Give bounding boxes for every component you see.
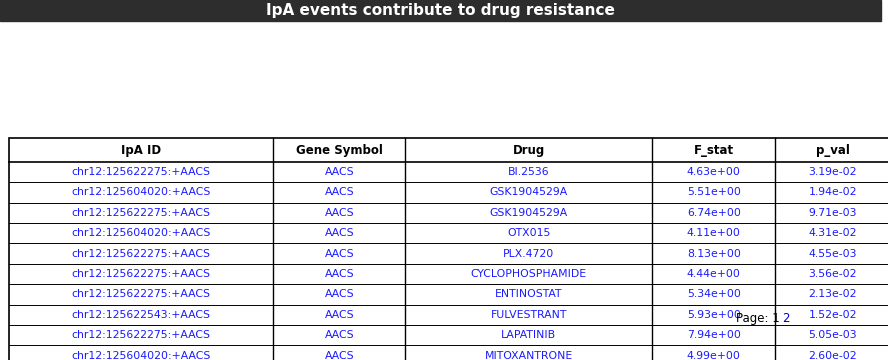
Text: 4.11e+00: 4.11e+00 <box>686 228 741 238</box>
Text: FULVESTRANT: FULVESTRANT <box>490 310 567 320</box>
Text: OTX015: OTX015 <box>507 228 551 238</box>
Text: chr12:125622275:+AACS: chr12:125622275:+AACS <box>71 167 210 177</box>
Text: 1.94e-02: 1.94e-02 <box>808 188 857 197</box>
Text: Page: 1: Page: 1 <box>736 312 780 325</box>
Text: IpA events contribute to drug resistance: IpA events contribute to drug resistance <box>266 3 615 18</box>
Text: Drug: Drug <box>512 144 545 157</box>
Text: chr12:125622275:+AACS: chr12:125622275:+AACS <box>71 249 210 258</box>
Text: IpA ID: IpA ID <box>121 144 161 157</box>
Text: 4.31e-02: 4.31e-02 <box>808 228 857 238</box>
Text: 2: 2 <box>782 312 790 325</box>
Text: 5.51e+00: 5.51e+00 <box>686 188 741 197</box>
Text: chr12:125604020:+AACS: chr12:125604020:+AACS <box>71 188 210 197</box>
Text: PLX.4720: PLX.4720 <box>503 249 554 258</box>
Text: AACS: AACS <box>324 188 354 197</box>
Text: F_stat: F_stat <box>694 144 733 157</box>
Text: AACS: AACS <box>324 310 354 320</box>
Text: 5.93e+00: 5.93e+00 <box>686 310 741 320</box>
Text: chr12:125622275:+AACS: chr12:125622275:+AACS <box>71 208 210 218</box>
Text: AACS: AACS <box>324 269 354 279</box>
Text: chr12:125622275:+AACS: chr12:125622275:+AACS <box>71 289 210 300</box>
Text: chr12:125622543:+AACS: chr12:125622543:+AACS <box>71 310 210 320</box>
Text: 3.56e-02: 3.56e-02 <box>808 269 857 279</box>
Text: 4.44e+00: 4.44e+00 <box>686 269 741 279</box>
Text: GSK1904529A: GSK1904529A <box>489 208 567 218</box>
Text: 5.34e+00: 5.34e+00 <box>686 289 741 300</box>
Text: 6.74e+00: 6.74e+00 <box>686 208 741 218</box>
Text: Gene Symbol: Gene Symbol <box>296 144 383 157</box>
Text: 9.71e-03: 9.71e-03 <box>808 208 857 218</box>
Text: 2.60e-02: 2.60e-02 <box>808 351 857 360</box>
Text: 3.19e-02: 3.19e-02 <box>808 167 857 177</box>
Text: chr12:125604020:+AACS: chr12:125604020:+AACS <box>71 228 210 238</box>
Text: AACS: AACS <box>324 208 354 218</box>
Text: AACS: AACS <box>324 351 354 360</box>
Bar <box>0 0 881 21</box>
Text: p_val: p_val <box>816 144 850 157</box>
Text: chr12:125622275:+AACS: chr12:125622275:+AACS <box>71 269 210 279</box>
Text: AACS: AACS <box>324 228 354 238</box>
Text: chr12:125604020:+AACS: chr12:125604020:+AACS <box>71 351 210 360</box>
Text: AACS: AACS <box>324 289 354 300</box>
Text: 2.13e-02: 2.13e-02 <box>808 289 857 300</box>
Text: 4.63e+00: 4.63e+00 <box>686 167 741 177</box>
Text: GSK1904529A: GSK1904529A <box>489 188 567 197</box>
Text: 7.94e+00: 7.94e+00 <box>686 330 741 340</box>
Text: AACS: AACS <box>324 330 354 340</box>
Text: AACS: AACS <box>324 249 354 258</box>
Text: 4.55e-03: 4.55e-03 <box>808 249 857 258</box>
Text: ENTINOSTAT: ENTINOSTAT <box>495 289 562 300</box>
Text: chr12:125622275:+AACS: chr12:125622275:+AACS <box>71 330 210 340</box>
Text: 1.52e-02: 1.52e-02 <box>808 310 857 320</box>
Text: 4.99e+00: 4.99e+00 <box>686 351 741 360</box>
Text: 5.05e-03: 5.05e-03 <box>808 330 857 340</box>
Text: AACS: AACS <box>324 167 354 177</box>
Text: MITOXANTRONE: MITOXANTRONE <box>485 351 573 360</box>
Text: BI.2536: BI.2536 <box>508 167 550 177</box>
Text: LAPATINIB: LAPATINIB <box>501 330 556 340</box>
Text: CYCLOPHOSPHAMIDE: CYCLOPHOSPHAMIDE <box>471 269 587 279</box>
Bar <box>9 138 888 360</box>
Text: 8.13e+00: 8.13e+00 <box>686 249 741 258</box>
